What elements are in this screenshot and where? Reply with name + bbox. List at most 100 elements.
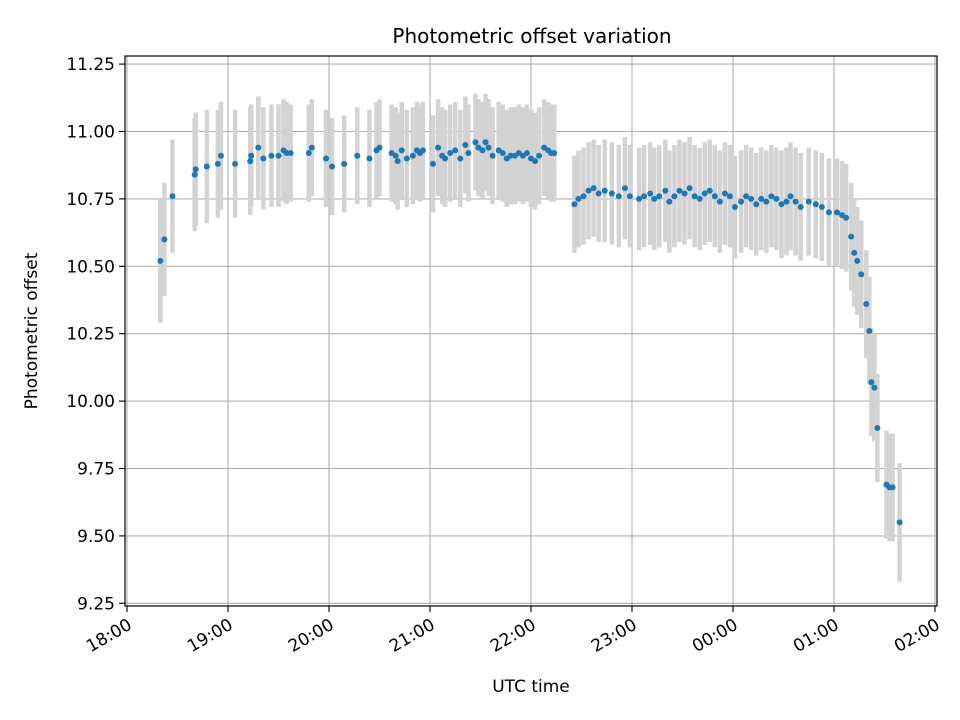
data-point: [341, 160, 348, 167]
data-point: [647, 190, 654, 197]
data-point: [636, 195, 643, 202]
data-point: [217, 152, 224, 159]
data-point: [447, 150, 454, 157]
data-point: [409, 152, 416, 159]
y-axis-ticks: 9.25 9.50 9.75 10.00 10.25 10.50 10.75 11.00 11.…: [66, 55, 125, 614]
data-point: [868, 379, 875, 386]
data-point: [366, 155, 373, 162]
data-point: [462, 141, 469, 148]
data-points: [157, 139, 903, 526]
data-point: [711, 193, 718, 200]
data-point: [571, 201, 578, 208]
data-point: [812, 201, 819, 208]
data-point: [701, 190, 708, 197]
data-point: [376, 144, 383, 151]
data-point: [889, 484, 896, 491]
data-point: [595, 190, 602, 197]
data-point: [681, 190, 688, 197]
data-point: [523, 150, 530, 157]
data-point: [871, 384, 878, 391]
y-tick-label: 10.50: [66, 257, 115, 277]
data-point: [479, 147, 486, 154]
data-point: [430, 160, 437, 167]
data-point: [601, 187, 608, 194]
data-point: [532, 158, 539, 165]
data-point: [732, 203, 739, 210]
data-point: [758, 195, 765, 202]
data-point: [773, 195, 780, 202]
data-point: [686, 185, 693, 192]
data-point: [621, 185, 628, 192]
data-point: [721, 190, 728, 197]
data-point: [748, 195, 755, 202]
data-point: [398, 147, 405, 154]
data-point: [843, 214, 850, 221]
data-point: [726, 193, 733, 200]
data-point: [671, 193, 678, 200]
data-point: [268, 152, 275, 159]
data-point: [551, 150, 558, 157]
x-axis-title: UTC time: [492, 677, 570, 697]
y-tick-label: 10.00: [66, 392, 115, 412]
data-point: [354, 152, 361, 159]
y-axis-title: Photometric offset: [22, 252, 42, 409]
data-point: [792, 198, 799, 205]
data-point: [651, 195, 658, 202]
data-point: [161, 236, 168, 243]
data-point: [805, 198, 812, 205]
data-point: [626, 193, 633, 200]
data-point: [305, 150, 312, 157]
y-tick-label: 10.25: [66, 325, 115, 345]
data-point: [275, 152, 282, 159]
data-point: [499, 150, 506, 157]
data-point: [214, 160, 221, 167]
data-point: [203, 163, 210, 170]
y-tick-label: 11.00: [66, 122, 115, 142]
data-point: [858, 271, 865, 278]
data-point: [706, 187, 713, 194]
data-point: [896, 519, 903, 526]
data-point: [489, 152, 496, 159]
data-point: [457, 155, 464, 162]
data-point: [308, 144, 315, 151]
data-point: [255, 144, 262, 151]
data-point: [485, 144, 492, 151]
data-point: [394, 158, 401, 165]
data-point: [676, 187, 683, 194]
data-point: [768, 193, 775, 200]
chart-title: Photometric offset variation: [392, 24, 671, 48]
data-point: [818, 203, 825, 210]
data-point: [778, 201, 785, 208]
y-tick-label: 11.25: [66, 55, 115, 75]
data-point: [848, 233, 855, 240]
data-point: [575, 195, 582, 202]
data-point: [442, 155, 449, 162]
data-point: [435, 144, 442, 151]
data-point: [472, 139, 479, 146]
data-point: [580, 193, 587, 200]
data-point: [392, 152, 399, 159]
data-point: [834, 209, 841, 216]
data-point: [608, 190, 615, 197]
data-point: [247, 158, 254, 165]
data-point: [465, 150, 472, 157]
data-point: [691, 193, 698, 200]
data-point: [753, 201, 760, 208]
y-tick-label: 9.50: [77, 527, 115, 547]
data-point: [191, 171, 198, 178]
data-point: [482, 139, 489, 146]
data-point: [329, 163, 336, 170]
data-point: [787, 193, 794, 200]
data-point: [863, 301, 870, 308]
data-point: [825, 209, 832, 216]
data-point: [738, 198, 745, 205]
data-point: [452, 147, 459, 154]
data-point: [403, 155, 410, 162]
data-point: [662, 187, 669, 194]
data-point: [743, 193, 750, 200]
data-point: [590, 185, 597, 192]
data-point: [248, 152, 255, 159]
data-point: [419, 147, 426, 154]
data-point: [851, 249, 858, 256]
